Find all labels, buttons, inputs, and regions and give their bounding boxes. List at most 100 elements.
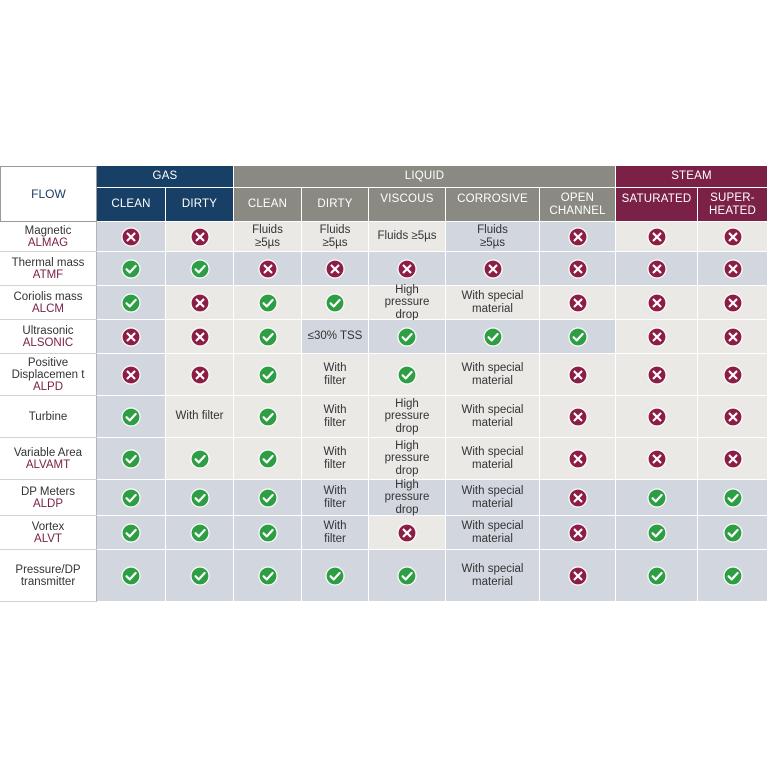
table-cell — [97, 252, 166, 286]
table-cell: With special material — [446, 286, 540, 320]
table-cell: High pressure drop — [369, 396, 446, 438]
flowmeter-selection-table: FLOW GAS LIQUID STEAM CLEAN DIRTY CLEAN DIRTY VI… — [0, 166, 768, 602]
table-cell — [540, 320, 616, 354]
table-cell — [369, 252, 446, 286]
table-cell — [540, 252, 616, 286]
table-cell — [698, 354, 768, 396]
table-cell — [234, 320, 302, 354]
table-cell — [369, 550, 446, 602]
cross-icon — [121, 326, 141, 347]
model-code: ALVAMT — [25, 458, 71, 471]
check-icon — [189, 448, 210, 469]
table-cell — [540, 222, 616, 252]
table-cell — [166, 354, 234, 396]
check-icon — [189, 258, 210, 279]
row-label: Vortex ALVT — [0, 516, 97, 550]
table-cell — [302, 550, 369, 602]
cross-icon — [646, 292, 667, 313]
meter-name: Turbine — [28, 410, 68, 423]
column-header-liquid-open-channel: OPEN CHANNEL — [540, 188, 616, 222]
check-icon — [121, 292, 141, 313]
row-label: Ultrasonic ALSONIC — [0, 320, 97, 354]
table-cell: Fluids ≥5µs — [302, 222, 369, 252]
table-cell — [540, 480, 616, 516]
table-cell — [540, 550, 616, 602]
table-cell — [616, 222, 698, 252]
table-cell — [616, 396, 698, 438]
cross-icon — [646, 226, 667, 247]
table-cell: Fluids ≥5µs — [369, 222, 446, 252]
group-header-gas: GAS — [97, 166, 234, 188]
cross-icon — [722, 258, 743, 279]
check-icon — [257, 448, 278, 469]
table-cell: Fluids ≥5µs — [234, 222, 302, 252]
check-icon — [325, 292, 345, 313]
check-icon — [567, 326, 588, 347]
cell-note: With filter — [323, 485, 347, 510]
table-cell — [698, 286, 768, 320]
check-icon — [646, 565, 667, 586]
cross-icon — [722, 448, 743, 469]
table-cell — [616, 438, 698, 480]
table-cell — [302, 252, 369, 286]
cross-icon — [121, 226, 141, 247]
cell-note: High pressure drop — [384, 283, 430, 321]
table-cell — [166, 480, 234, 516]
row-label: Variable Area ALVAMT — [0, 438, 97, 480]
table-cell — [540, 354, 616, 396]
table-cell — [97, 480, 166, 516]
cell-note: With filter — [323, 404, 347, 429]
table-cell — [698, 222, 768, 252]
cross-icon — [397, 522, 417, 543]
check-icon — [189, 522, 210, 543]
cell-note: With special material — [461, 362, 524, 387]
table-cell: With special material — [446, 396, 540, 438]
row-label: Coriolis mass ALCM — [0, 286, 97, 320]
column-header-gas-dirty: DIRTY — [166, 188, 234, 222]
table-cell — [616, 320, 698, 354]
cross-icon — [567, 565, 588, 586]
table-cell — [446, 252, 540, 286]
check-icon — [257, 406, 278, 427]
check-icon — [482, 326, 503, 347]
cross-icon — [567, 292, 588, 313]
cross-icon — [646, 364, 667, 385]
table-cell: High pressure drop — [369, 438, 446, 480]
table-cell — [166, 516, 234, 550]
table-cell — [234, 516, 302, 550]
row-label: Pressure/DP transmitter — [0, 550, 97, 602]
cross-icon — [646, 258, 667, 279]
table-cell — [234, 550, 302, 602]
table-cell — [166, 320, 234, 354]
table-cell: With filter — [166, 396, 234, 438]
model-code: ALPD — [32, 380, 64, 393]
row-label: Turbine — [0, 396, 97, 438]
cell-note: ≤30% TSS — [307, 330, 363, 343]
cross-icon — [189, 226, 210, 247]
check-icon — [722, 487, 743, 508]
table-cell: With special material — [446, 354, 540, 396]
table-cell: High pressure drop — [369, 283, 446, 321]
cross-icon — [567, 487, 588, 508]
column-header-liquid-viscous: VISCOUS — [369, 188, 446, 222]
cross-icon — [189, 326, 210, 347]
check-icon — [257, 522, 278, 543]
table-cell: With filter — [302, 480, 369, 516]
table-cell — [540, 286, 616, 320]
table-cell — [234, 396, 302, 438]
cell-note: With special material — [461, 290, 524, 315]
cross-icon — [325, 258, 345, 279]
check-icon — [397, 326, 417, 347]
table-cell: With special material — [446, 480, 540, 516]
table-cell — [97, 286, 166, 320]
cross-icon — [646, 326, 667, 347]
check-icon — [121, 258, 141, 279]
table-cell — [616, 252, 698, 286]
cross-icon — [567, 364, 588, 385]
cross-icon — [567, 522, 588, 543]
model-code: ATMF — [32, 268, 64, 281]
model-code: ALMAG — [27, 236, 69, 249]
cross-icon — [189, 364, 210, 385]
cell-note: With special material — [461, 563, 524, 588]
meter-name: Thermal mass — [11, 256, 85, 269]
